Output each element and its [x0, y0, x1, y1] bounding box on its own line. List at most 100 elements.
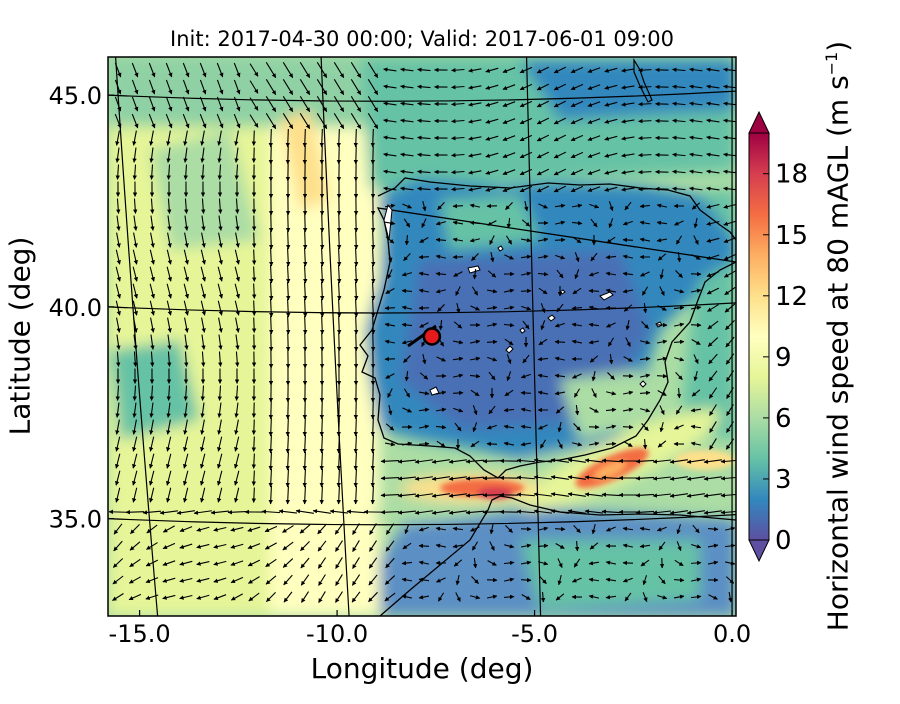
wind-arrow — [373, 316, 374, 334]
wind-arrow — [373, 418, 374, 436]
colorbar-extend-min — [749, 540, 769, 561]
wind-arrow — [254, 488, 255, 503]
wind-arrow — [623, 427, 633, 428]
y-tick-label: 45.0 — [49, 82, 102, 110]
wind-arrow — [254, 233, 255, 248]
wind-arrow — [271, 231, 272, 249]
x-tick-label: -10.0 — [306, 620, 368, 648]
wind-arrow — [288, 418, 289, 436]
wind-arrow — [254, 471, 255, 486]
wind-arrow — [356, 418, 357, 436]
wind-arrow — [339, 129, 340, 147]
wind-arrow — [487, 444, 497, 445]
wind-arrow — [305, 129, 306, 147]
wind-arrow — [639, 121, 652, 122]
wind-arrow — [657, 376, 667, 377]
colorbar-label-main: Horizontal wind speed at 80 mAGL (m s — [822, 75, 855, 631]
wind-arrow — [254, 301, 255, 316]
x-tick-label: 0.0 — [713, 620, 751, 648]
wind-arrow — [339, 316, 340, 334]
wind-arrow — [339, 418, 340, 436]
wind-arrow — [254, 318, 255, 333]
wind-arrow — [639, 138, 652, 139]
wind-arrow — [487, 342, 497, 343]
wind-arrow — [639, 155, 652, 156]
wind-arrow — [271, 129, 272, 147]
colorbar-tick-label: 9 — [775, 343, 792, 373]
colorbar-tick-label: 0 — [775, 526, 792, 556]
colorbar-tick-label: 15 — [775, 221, 808, 251]
wind-arrow — [555, 342, 565, 343]
wind-arrow — [305, 418, 306, 436]
wind-arrow — [126, 512, 144, 513]
colorbar-ticks: 0 3 6 9 12 15 18 — [763, 160, 808, 556]
wind-arrow — [639, 104, 652, 105]
wind-arrow — [322, 316, 323, 334]
wind-arrow — [271, 418, 272, 436]
wind-arrow — [254, 420, 255, 435]
wind-arrow — [691, 563, 701, 564]
wind-arrow — [356, 316, 357, 334]
wind-arrow — [322, 418, 323, 436]
wind-arrow — [356, 231, 357, 249]
x-tick-label: -15.0 — [109, 620, 171, 648]
wind-arrow — [419, 444, 429, 445]
wind-arrow — [555, 240, 565, 241]
wind-arrow — [305, 316, 306, 334]
y-axis: 35.0 40.0 45.0 — [49, 82, 114, 533]
wind-arrow — [254, 284, 255, 299]
wind-arrow — [322, 231, 323, 249]
wind-arrow — [639, 87, 652, 88]
wind-arrow — [483, 478, 501, 479]
wind-arrow — [623, 240, 633, 241]
wind-arrow — [373, 231, 374, 249]
wind-arrow — [271, 316, 272, 334]
y-tick-label: 35.0 — [49, 506, 102, 534]
wind-arrow — [639, 189, 652, 190]
wind-arrow — [453, 206, 463, 207]
colorbar-tick-label: 18 — [775, 160, 808, 190]
wind-arrow — [254, 131, 255, 146]
wind-arrow — [555, 529, 565, 530]
wind-arrow — [373, 129, 374, 147]
wind-arrow — [339, 231, 340, 249]
wind-arrow — [521, 580, 531, 581]
wind-arrow — [691, 325, 701, 326]
colorbar-label: Horizontal wind speed at 80 mAGL (m s−1) — [822, 41, 855, 631]
wind-arrow — [305, 231, 306, 249]
wind-arrow — [322, 129, 323, 147]
wind-arrow — [254, 250, 255, 265]
plot-area — [108, 57, 739, 616]
wind-arrow — [521, 393, 531, 394]
wind-arrow — [639, 172, 652, 173]
wind-arrow — [254, 267, 255, 282]
wind-arrow — [254, 454, 255, 469]
wind-arrow — [109, 512, 127, 513]
wind-arrow — [356, 129, 357, 147]
wind-arrow — [419, 546, 429, 547]
wind-arrow — [288, 129, 289, 147]
y-axis-label: Latitude (deg) — [4, 237, 37, 436]
colorbar-label-exponent: −1 — [822, 52, 841, 76]
chart-title: Init: 2017-04-30 00:00; Valid: 2017-06-0… — [108, 26, 736, 52]
colorbar-tick-label: 12 — [775, 282, 808, 312]
wind-arrow — [483, 461, 501, 462]
wind-arrow — [453, 393, 463, 394]
colorbar-tick-label: 6 — [775, 404, 792, 434]
wind-arrow — [254, 437, 255, 452]
colorbar-tick-label: 3 — [775, 465, 792, 495]
x-axis-label: Longitude (deg) — [311, 652, 534, 685]
wind-arrow — [483, 512, 501, 513]
colorbar: 0 3 6 9 12 15 18 — [749, 112, 808, 561]
colorbar-label-close: ) — [822, 41, 855, 52]
colorbar-extend-max — [749, 112, 769, 133]
wind-arrow — [521, 291, 531, 292]
site-marker — [424, 329, 440, 345]
y-tick-label: 40.0 — [49, 294, 102, 322]
x-tick-label: -5.0 — [511, 620, 558, 648]
wind-arrow — [385, 308, 395, 309]
wind-arrow — [483, 495, 501, 496]
wind-arrow — [419, 257, 429, 258]
